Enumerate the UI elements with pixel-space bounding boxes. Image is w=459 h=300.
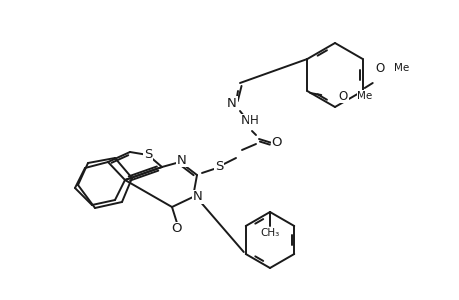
Text: N: N [177, 154, 186, 166]
Text: S: S [214, 160, 223, 173]
Text: N: N [241, 115, 250, 128]
Text: N: N [227, 97, 236, 110]
Text: O: O [338, 89, 347, 103]
Text: S: S [144, 148, 152, 160]
Text: N: N [193, 190, 202, 203]
Text: O: O [374, 61, 384, 74]
Text: CH₃: CH₃ [260, 228, 279, 238]
Text: Me: Me [393, 63, 408, 73]
Text: Me: Me [357, 91, 372, 101]
Text: O: O [171, 223, 182, 236]
Text: H: H [249, 115, 258, 128]
Text: O: O [271, 136, 282, 149]
